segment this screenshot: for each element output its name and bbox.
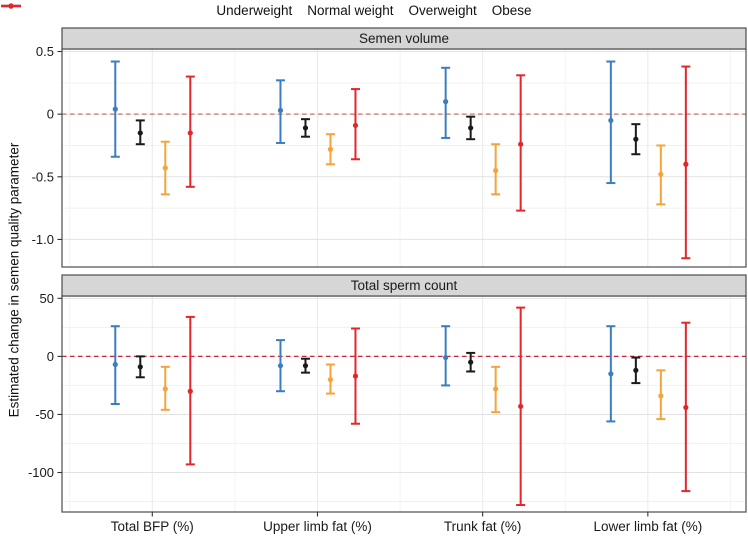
facet-strip [61, 27, 747, 50]
pointrange-normal-weight [466, 351, 476, 373]
pointrange-underweight [606, 325, 616, 423]
pointrange-obese [516, 306, 526, 507]
facet-strip-title: Total sperm count [351, 278, 458, 293]
chart-legend: Underweight Normal weight Overweight Obese [0, 0, 748, 20]
legend-item-obese: Obese [1, 2, 532, 18]
pointrange-underweight [441, 325, 451, 387]
pointrange-normal-weight [135, 119, 145, 146]
pointrange-overweight [160, 140, 170, 196]
pointrange-underweight [441, 66, 451, 139]
facet-strip-title: Semen volume [359, 31, 449, 46]
pointrange-overweight [491, 365, 501, 414]
pointrange-normal-weight [631, 356, 641, 385]
pointrange-normal-weight [300, 357, 310, 374]
panel-background [62, 296, 746, 512]
pointrange-obese [681, 65, 691, 260]
pointrange-obese [185, 75, 195, 188]
x-axis-category-label: Total BFP (%) [111, 519, 194, 534]
facet-strip [61, 274, 747, 297]
pointrange-normal-weight [631, 123, 641, 156]
pointrange-overweight [656, 144, 666, 206]
pointrange-obese [681, 321, 691, 493]
pointrange-underweight [110, 325, 120, 405]
legend-pointrange-icon [1, 3, 21, 9]
pointrange-overweight [160, 365, 170, 411]
x-axis-category-label: Trunk fat (%) [444, 519, 522, 534]
y-axis-tick-label: -100 [28, 465, 54, 480]
y-axis-tick-label: -1.0 [32, 232, 54, 247]
panel-background [62, 49, 746, 267]
legend-label: Normal weight [307, 2, 394, 18]
pointrange-normal-weight [300, 118, 310, 138]
pointrange-underweight [606, 60, 616, 185]
pointrange-obese [516, 74, 526, 212]
pointrange-normal-weight [135, 355, 145, 379]
x-axis-category-label: Upper limb fat (%) [263, 519, 372, 534]
pointrange-overweight [325, 133, 335, 166]
pointrange-obese [185, 315, 195, 466]
y-axis-tick-label: 0 [47, 349, 54, 364]
pointrange-overweight [325, 363, 335, 395]
pointrange-underweight [275, 339, 285, 393]
pointrange-underweight [110, 60, 120, 158]
pointrange-overweight [656, 369, 666, 421]
x-axis-category-label: Lower limb fat (%) [593, 519, 702, 534]
y-axis-tick-label: -50 [35, 407, 54, 422]
legend-label: Overweight [408, 2, 477, 18]
legend-label: Obese [491, 2, 532, 18]
y-axis-tick-label: 0 [47, 107, 54, 122]
y-axis-tick-label: -0.5 [32, 169, 54, 184]
y-axis-tick-label: 0.5 [36, 44, 54, 59]
pointrange-underweight [275, 79, 285, 144]
pointrange-overweight [491, 143, 501, 196]
legend-label: Underweight [216, 2, 293, 18]
pointrange-obese [350, 88, 360, 161]
y-axis-tick-label: 50 [40, 291, 54, 306]
pointrange-obese [350, 327, 360, 425]
pointrange-normal-weight [466, 115, 476, 141]
